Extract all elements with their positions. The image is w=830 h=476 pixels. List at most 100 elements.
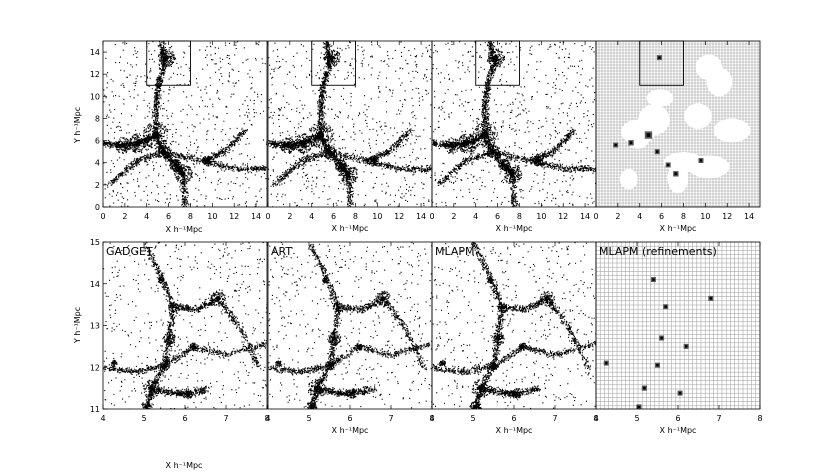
- y-tick-label: 2: [95, 181, 100, 190]
- panel-content: [103, 41, 267, 207]
- halo-core: [338, 163, 342, 167]
- halo-core: [514, 391, 518, 395]
- halo-core: [309, 405, 313, 409]
- y-tick-label: 6: [95, 137, 100, 146]
- halo-core: [215, 296, 221, 301]
- panel-frame: [102, 40, 268, 208]
- halo-core: [328, 55, 334, 61]
- x-tick-label: 8: [429, 414, 434, 423]
- particle-dots: [268, 41, 432, 207]
- halo-core: [163, 363, 166, 367]
- halo-core: [300, 140, 306, 146]
- panel-content: [268, 41, 432, 207]
- panel-label: ART: [271, 245, 292, 258]
- halo-core: [492, 55, 498, 61]
- x-tick-label: 7: [716, 414, 721, 423]
- halo-core: [328, 363, 331, 367]
- particle-dots: [103, 41, 267, 207]
- x-tick-label: 2: [287, 212, 292, 221]
- panel-frame: [431, 241, 597, 410]
- y-tick-label: 10: [90, 92, 100, 101]
- panel-label: MLAPM: [435, 245, 475, 258]
- refined-core: [674, 172, 678, 176]
- particle-dots: [268, 242, 432, 409]
- bottom-panel-xlabel: X h⁻¹Mpc: [660, 426, 697, 435]
- top-panel-xlabel: X h⁻¹Mpc: [660, 224, 697, 233]
- halo-core: [166, 336, 171, 340]
- halo-core: [173, 163, 177, 167]
- halo-core: [323, 278, 327, 282]
- halo-core: [191, 344, 195, 348]
- x-tick-label: 14: [416, 212, 426, 221]
- top-row-ylabel: Y h⁻¹Mpc: [73, 107, 82, 144]
- halo-core: [449, 142, 454, 148]
- halo-core: [144, 405, 148, 409]
- halo-core: [162, 149, 167, 154]
- halo-core: [171, 305, 175, 309]
- x-tick-label: 0: [100, 212, 105, 221]
- x-tick-label: 5: [141, 414, 146, 423]
- refined-core: [666, 163, 670, 167]
- refined-core: [678, 391, 682, 395]
- refined-core: [658, 56, 661, 59]
- x-tick-label: 4: [593, 414, 598, 423]
- halo-core: [544, 296, 550, 301]
- unrefined-region: [713, 118, 751, 143]
- halo-core: [371, 159, 375, 163]
- bottom-panel-xlabel: X h⁻¹Mpc: [332, 426, 369, 435]
- x-tick-label: 12: [558, 212, 568, 221]
- y-tick-label: 15: [90, 238, 100, 247]
- unrefined-region: [684, 103, 712, 129]
- unrefined-region: [688, 155, 730, 179]
- halo-core: [440, 361, 444, 365]
- x-tick-label: 12: [722, 212, 732, 221]
- halo-core: [163, 55, 169, 61]
- x-tick-label: 7: [388, 414, 393, 423]
- panel-content: [432, 242, 596, 409]
- bottom-row-panels: 4 5 6 7 8 11 12 13 14 15 GADGET 4 5 6 7 8 X h⁻¹Mpc ART 4 5 6…: [90, 238, 763, 435]
- y-tick-label: 4: [95, 159, 100, 168]
- refined-core: [709, 297, 713, 300]
- x-tick-label: 8: [681, 212, 686, 221]
- panel-label: GADGET: [106, 245, 153, 258]
- halo-core: [327, 149, 332, 154]
- x-tick-label: 2: [122, 212, 127, 221]
- halo-core: [331, 336, 336, 340]
- halo-core: [316, 131, 325, 139]
- halo-core: [464, 140, 470, 146]
- refined-core: [656, 363, 659, 367]
- refined-core: [637, 405, 641, 409]
- x-tick-label: 12: [229, 212, 239, 221]
- y-tick-label: 13: [90, 322, 100, 331]
- x-tick-label: 6: [347, 414, 352, 423]
- panel-label: MLAPM (refinements): [599, 245, 717, 258]
- x-tick-label: 6: [166, 212, 171, 221]
- x-tick-label: 8: [757, 414, 762, 423]
- refined-core: [643, 386, 646, 390]
- panel-content: [596, 41, 760, 207]
- top-panel-xlabel: X h⁻¹Mpc: [496, 224, 533, 233]
- halo-core: [480, 131, 489, 139]
- unrefined-region: [695, 54, 723, 81]
- bottom-row-ylabel: Y h⁻¹Mpc: [73, 307, 82, 344]
- x-tick-label: 10: [207, 212, 217, 221]
- x-tick-label: 8: [593, 414, 598, 423]
- halo-core: [158, 278, 162, 282]
- halo-core: [206, 159, 210, 163]
- x-tick-label: 4: [100, 414, 105, 423]
- refined-core: [614, 143, 617, 147]
- refined-core: [652, 278, 655, 281]
- halo-core: [313, 385, 319, 391]
- top-row-xlabel: X h⁻¹Mpc: [166, 225, 203, 234]
- y-tick-label: 0: [95, 203, 100, 212]
- refined-core: [655, 150, 659, 153]
- x-tick-label: 5: [470, 414, 475, 423]
- x-tick-label: 6: [495, 212, 500, 221]
- x-tick-label: 14: [744, 212, 754, 221]
- x-tick-label: 4: [637, 212, 642, 221]
- halo-core: [520, 344, 524, 348]
- particle-dots: [432, 41, 596, 207]
- halo-core: [135, 140, 141, 146]
- halo-core: [345, 171, 351, 177]
- halo-core: [276, 361, 280, 365]
